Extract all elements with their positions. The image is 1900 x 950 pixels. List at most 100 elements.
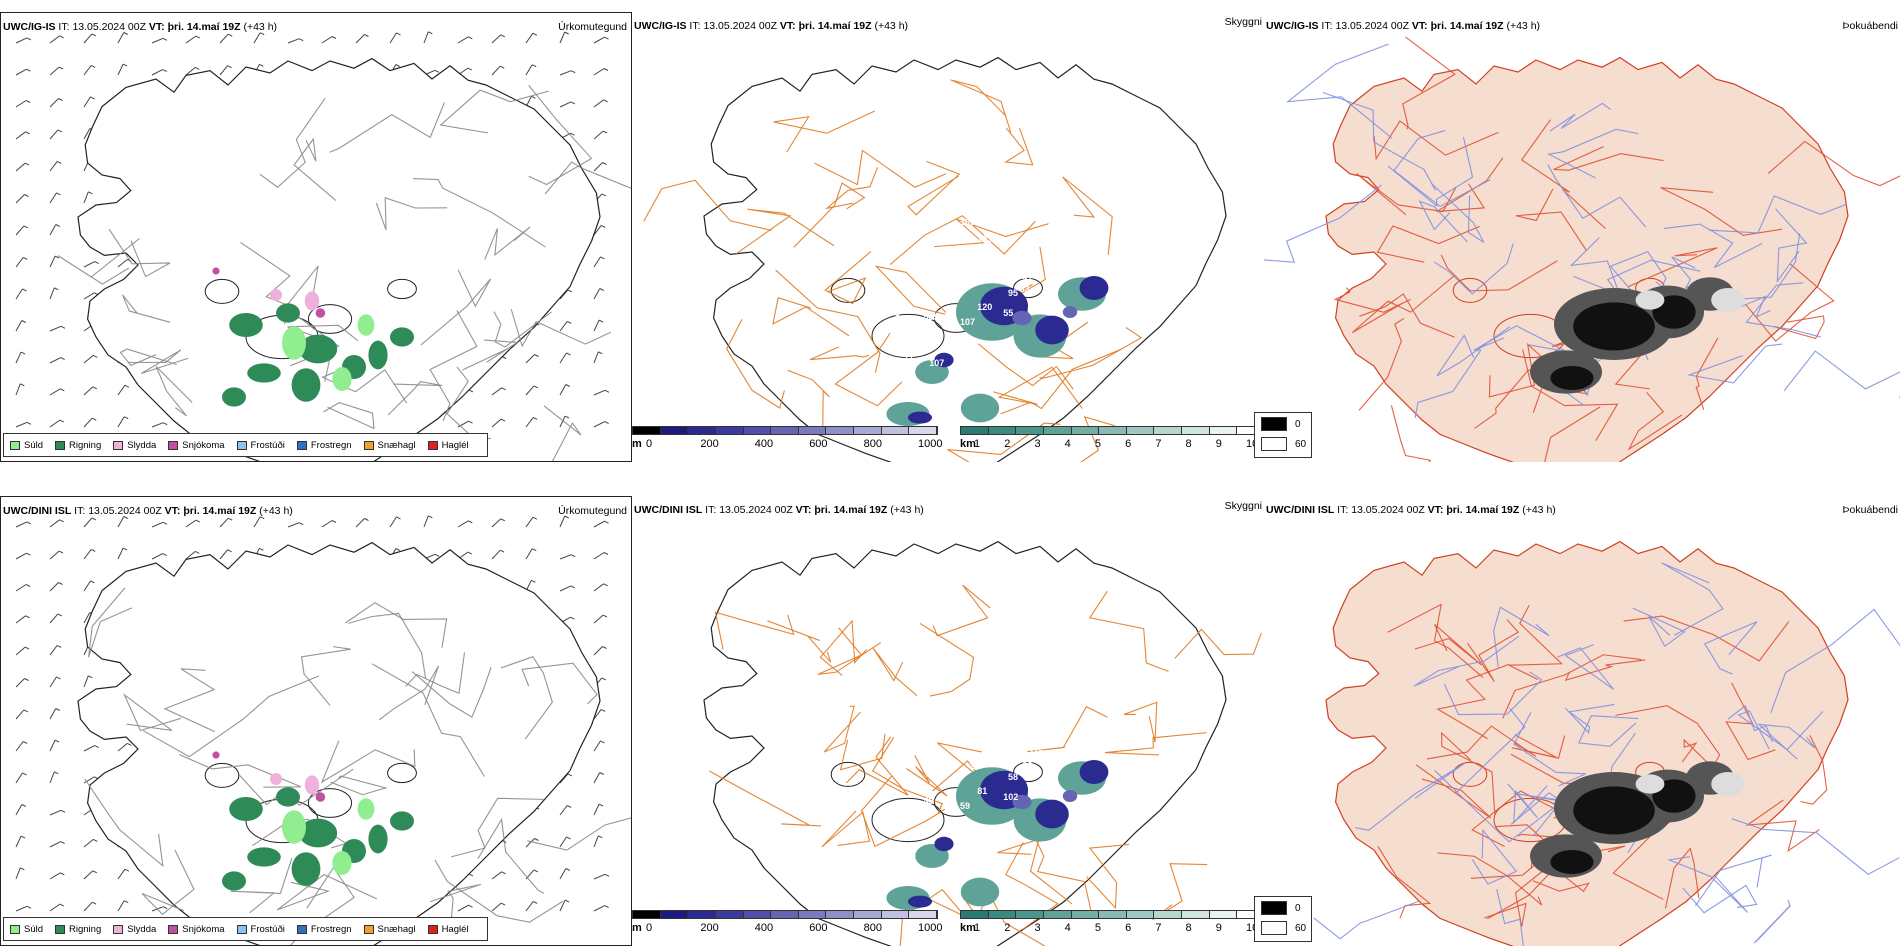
colorbar-step xyxy=(715,427,744,434)
precip-area xyxy=(229,797,263,821)
iceland-outline xyxy=(1313,540,1900,946)
visibility-map xyxy=(703,540,1262,946)
colorbar-step xyxy=(688,911,716,918)
precip-title: Úrkomutegund xyxy=(558,505,627,517)
fog-map xyxy=(1313,540,1900,946)
legend-item: Snæhagl xyxy=(363,440,416,451)
colorbar-step xyxy=(826,911,855,918)
cloudbase-value: 83 xyxy=(960,701,971,711)
lead-time: (+43 h) xyxy=(874,20,909,32)
precip-area xyxy=(282,810,306,844)
legend-item: Frostregn xyxy=(296,924,352,935)
cloudbase-value: 44 xyxy=(1029,262,1040,272)
colorbar-step xyxy=(1154,911,1183,918)
it-label: IT: xyxy=(1321,20,1333,32)
colorbar-step xyxy=(909,911,938,918)
legend-swatch xyxy=(55,440,66,450)
legend-label: Rigning xyxy=(69,923,102,935)
vt-label: VT: xyxy=(1427,504,1444,516)
legend-swatch xyxy=(10,440,20,450)
init-time: 13.05.2024 00Z xyxy=(72,21,146,33)
precip-area xyxy=(1035,315,1069,345)
cloudbase-value: 107 xyxy=(960,317,976,327)
legend-label: Slydda xyxy=(127,439,157,451)
legend-swatch xyxy=(363,440,374,450)
colorbar-tick: 8 xyxy=(1185,922,1192,934)
valid-time: þri. 14.maí 19Z xyxy=(798,20,872,32)
cloudbase-value: 58 xyxy=(1008,772,1019,782)
legend-item: Snjókoma xyxy=(168,439,225,451)
cloudbase-value: 50 xyxy=(1053,242,1064,252)
precip-area xyxy=(315,308,326,318)
colorbar-tick: 9 xyxy=(1215,922,1222,934)
colorbar-tick: 1 xyxy=(974,438,981,450)
precip-area xyxy=(934,836,954,852)
run-header: UWC/DINI ISL IT: 13.05.2024 00Z VT: þri.… xyxy=(1266,504,1556,516)
colorbar-tick: 400 xyxy=(754,438,774,450)
visibility-panel: UWC/DINI ISL IT: 13.05.2024 00Z VT: þri.… xyxy=(632,496,1264,946)
precip-area xyxy=(222,387,247,407)
precip-area xyxy=(298,334,338,364)
precip-area xyxy=(357,798,375,820)
colorbar-step xyxy=(633,911,661,918)
colorbar-step xyxy=(771,427,799,434)
colorbar-step xyxy=(633,427,661,434)
cloudbase_bar-colorbar: m 0 200 400 600 800 1000 xyxy=(632,426,942,456)
precip-area xyxy=(315,792,326,802)
colorbar-step xyxy=(660,911,689,918)
colorbar-step xyxy=(715,911,744,918)
legend-label: Snjókoma xyxy=(182,439,225,451)
colorbar-tick: 0 xyxy=(646,922,653,934)
cloudbase-value: 59 xyxy=(960,801,971,811)
vt-label: VT: xyxy=(1411,20,1428,32)
vis_bar-unit: km xyxy=(960,438,976,450)
precip-area xyxy=(390,811,415,831)
colorbar-tick: 0 xyxy=(646,438,653,450)
colorbar-step xyxy=(743,427,772,434)
fog-legend-label: 60 xyxy=(1295,438,1307,450)
init-time: 13.05.2024 00Z xyxy=(1335,20,1409,32)
legend-label: Slydda xyxy=(127,923,157,935)
run-header: UWC/IG-IS IT: 13.05.2024 00Z VT: þri. 14… xyxy=(1266,20,1540,32)
visibility-title: Skyggni xyxy=(1224,500,1262,512)
valid-time: þri. 14.maí 19Z xyxy=(167,21,241,33)
cloudbase_bar-colorbar-strip xyxy=(632,910,938,919)
fog-legend-swatch xyxy=(1261,901,1287,915)
precip-area xyxy=(1062,306,1078,318)
colorbar-step xyxy=(1182,911,1210,918)
precip-area xyxy=(1711,772,1745,796)
legend-swatch xyxy=(296,924,307,934)
precip-area xyxy=(247,363,281,383)
precip-area xyxy=(229,313,263,337)
precip-area xyxy=(908,895,932,908)
cloudbase-value: 109 xyxy=(960,217,976,227)
precip-area xyxy=(960,877,1000,907)
model-name: UWC/DINI ISL xyxy=(3,505,72,517)
colorbar-tick: 6 xyxy=(1125,438,1132,450)
precip-area xyxy=(1635,290,1665,310)
legend-item: Slydda xyxy=(113,440,156,451)
colorbar-step xyxy=(1209,427,1238,434)
precip-type-panel: UWC/DINI ISL IT: 13.05.2024 00Z VT: þri.… xyxy=(0,496,632,946)
iceland-outline xyxy=(643,56,1227,462)
vt-label: VT: xyxy=(795,504,812,516)
legend-swatch xyxy=(296,440,307,450)
colorbar-step xyxy=(1016,911,1044,918)
valid-time: þri. 14.maí 19Z xyxy=(183,505,257,517)
cloudbase-value: 43 xyxy=(948,758,959,768)
precip-area xyxy=(1635,774,1665,794)
colorbar-step xyxy=(1099,911,1127,918)
vt-label: VT: xyxy=(148,21,165,33)
precip-area xyxy=(304,775,320,795)
legend-label: Súld xyxy=(24,923,44,935)
colorbar-tick: 2 xyxy=(1004,438,1011,450)
precip-area xyxy=(368,824,388,854)
colorbar-tick: 1000 xyxy=(918,922,943,934)
legend-swatch xyxy=(236,924,247,934)
colorbar-tick: 800 xyxy=(863,922,882,934)
precip-area xyxy=(960,393,1000,423)
vis_bar-colorbar: km 1 2 3 4 5 6 7 8 9 10 xyxy=(960,910,1264,940)
model-name: UWC/DINI ISL xyxy=(634,504,703,516)
vis_bar-colorbar-strip xyxy=(960,910,1264,919)
iceland-outline xyxy=(77,541,631,945)
